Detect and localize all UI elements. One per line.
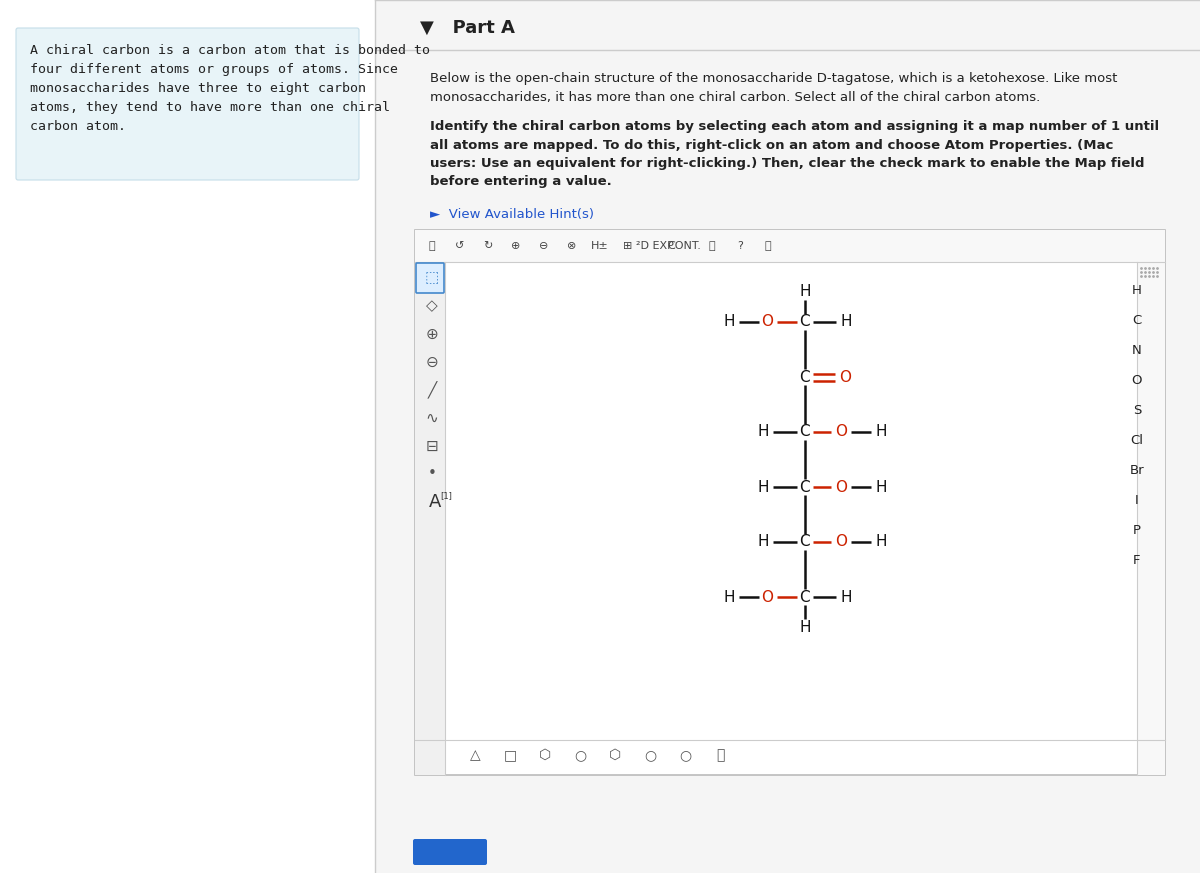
Text: ○: ○	[679, 748, 691, 762]
Text: ○: ○	[574, 748, 586, 762]
Text: ⊖: ⊖	[539, 241, 548, 251]
Text: ²D EXP.: ²D EXP.	[636, 241, 676, 251]
Text: [1]: [1]	[440, 491, 452, 500]
FancyBboxPatch shape	[416, 263, 444, 293]
Text: H: H	[724, 589, 734, 604]
Text: O: O	[835, 534, 847, 549]
Bar	[1138, 262, 1165, 775]
Text: H: H	[840, 589, 852, 604]
Text: H: H	[875, 534, 887, 549]
Text: ⊕: ⊕	[426, 327, 438, 341]
Text: ∿: ∿	[426, 410, 438, 425]
Text: C: C	[1133, 313, 1141, 327]
Bar	[415, 230, 1165, 775]
Text: A: A	[430, 493, 442, 511]
Text: ⛭: ⛭	[716, 748, 724, 762]
Text: H: H	[840, 314, 852, 329]
Text: F: F	[1133, 553, 1141, 567]
Text: H: H	[799, 620, 810, 635]
Text: I: I	[1135, 493, 1139, 506]
Text: ⊗: ⊗	[568, 241, 577, 251]
FancyBboxPatch shape	[413, 839, 487, 865]
Text: O: O	[761, 589, 773, 604]
Bar	[374, 0, 1200, 873]
Text: C: C	[799, 424, 810, 439]
Text: O: O	[1132, 374, 1142, 387]
Text: C: C	[799, 369, 810, 384]
Text: ⊟: ⊟	[426, 438, 438, 453]
Text: ?: ?	[737, 241, 743, 251]
Text: H: H	[724, 314, 734, 329]
Text: Below is the open-chain structure of the monosaccharide D-tagatose, which is a k: Below is the open-chain structure of the…	[430, 72, 1117, 104]
Text: C: C	[799, 589, 810, 604]
Text: ↻: ↻	[484, 241, 493, 251]
Text: Br: Br	[1129, 464, 1145, 477]
Text: □: □	[504, 748, 516, 762]
Bar	[415, 230, 1165, 262]
Text: H: H	[799, 285, 810, 299]
Text: △: △	[469, 748, 480, 762]
Text: CONT.: CONT.	[667, 241, 701, 251]
Bar	[415, 262, 445, 775]
Text: C: C	[799, 479, 810, 494]
Text: H±: H±	[592, 241, 608, 251]
Text: ○: ○	[644, 748, 656, 762]
Text: Cl: Cl	[1130, 434, 1144, 446]
Text: N: N	[1132, 343, 1142, 356]
Text: H: H	[757, 424, 768, 439]
Text: C: C	[799, 314, 810, 329]
Text: ↺: ↺	[455, 241, 464, 251]
Text: 🗋: 🗋	[428, 241, 436, 251]
Text: ◇: ◇	[426, 299, 438, 313]
Text: ▼   Part A: ▼ Part A	[420, 19, 515, 37]
Text: ⬚: ⬚	[425, 271, 439, 285]
Text: ►  View Available Hint(s): ► View Available Hint(s)	[430, 208, 594, 221]
Text: ⊞: ⊞	[623, 241, 632, 251]
Text: ⬡: ⬡	[608, 748, 622, 762]
Text: ⬡: ⬡	[539, 748, 551, 762]
Text: O: O	[835, 424, 847, 439]
Text: ⊖: ⊖	[426, 354, 438, 369]
Text: O: O	[839, 369, 851, 384]
Text: 🛈: 🛈	[709, 241, 715, 251]
Text: H: H	[875, 479, 887, 494]
FancyBboxPatch shape	[16, 28, 359, 180]
Text: H: H	[757, 479, 768, 494]
Text: O: O	[761, 314, 773, 329]
Text: H: H	[1132, 284, 1142, 297]
Text: C: C	[799, 534, 810, 549]
Text: H: H	[757, 534, 768, 549]
Text: O: O	[835, 479, 847, 494]
Bar	[0, 0, 374, 873]
Text: A chiral carbon is a carbon atom that is bonded to
four different atoms or group: A chiral carbon is a carbon atom that is…	[30, 44, 430, 133]
Text: S: S	[1133, 403, 1141, 416]
Text: H: H	[875, 424, 887, 439]
Text: ⊕: ⊕	[511, 241, 521, 251]
Text: P: P	[1133, 524, 1141, 537]
Text: ⤢: ⤢	[764, 241, 772, 251]
Text: Identify the chiral carbon atoms by selecting each atom and assigning it a map n: Identify the chiral carbon atoms by sele…	[430, 120, 1159, 189]
Text: ╱: ╱	[427, 382, 437, 399]
Text: •: •	[427, 466, 437, 482]
